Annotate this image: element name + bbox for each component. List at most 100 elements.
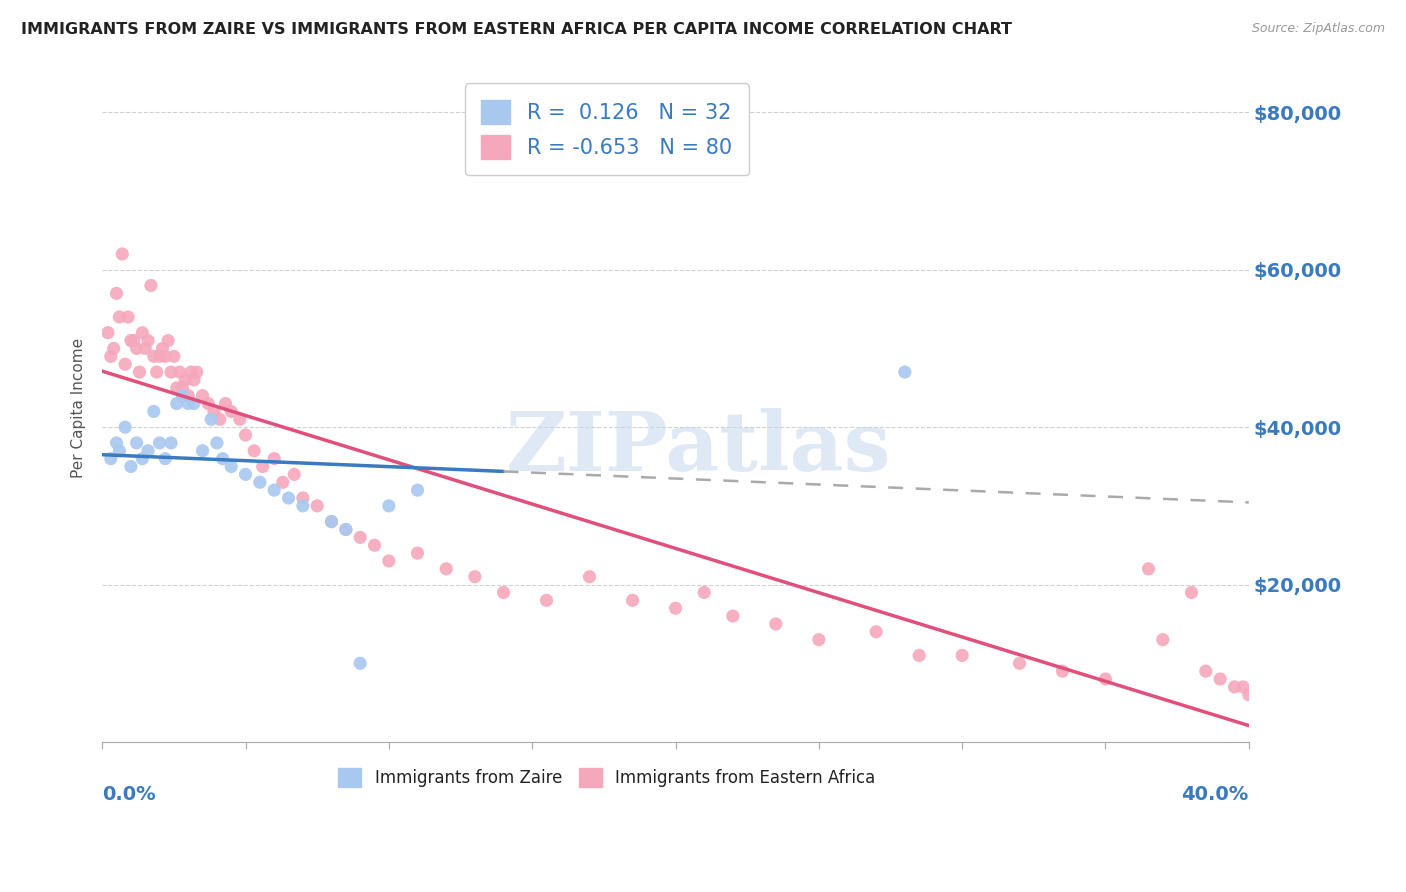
Point: [114, 357, 136, 371]
Point: [621, 593, 644, 607]
Point: [125, 342, 148, 356]
Point: [363, 538, 385, 552]
Point: [349, 530, 371, 544]
Point: [406, 546, 429, 560]
Point: [1209, 672, 1232, 686]
Point: [148, 436, 170, 450]
Point: [166, 396, 188, 410]
Point: [97, 326, 120, 340]
Point: [321, 515, 343, 529]
Point: [180, 365, 202, 379]
Point: [134, 342, 156, 356]
Point: [263, 451, 285, 466]
Text: ZIPatlas: ZIPatlas: [506, 408, 891, 488]
Point: [114, 420, 136, 434]
Text: Source: ZipAtlas.com: Source: ZipAtlas.com: [1251, 22, 1385, 36]
Text: IMMIGRANTS FROM ZAIRE VS IMMIGRANTS FROM EASTERN AFRICA PER CAPITA INCOME CORREL: IMMIGRANTS FROM ZAIRE VS IMMIGRANTS FROM…: [21, 22, 1012, 37]
Point: [157, 334, 180, 348]
Point: [208, 412, 231, 426]
Point: [191, 389, 214, 403]
Point: [205, 436, 228, 450]
Point: [1223, 680, 1246, 694]
Point: [950, 648, 973, 663]
Point: [155, 451, 177, 466]
Point: [183, 396, 205, 410]
Point: [163, 349, 186, 363]
Legend: Immigrants from Zaire, Immigrants from Eastern Africa: Immigrants from Zaire, Immigrants from E…: [332, 761, 882, 794]
Point: [105, 286, 128, 301]
Point: [693, 585, 716, 599]
Point: [434, 562, 457, 576]
Point: [148, 349, 170, 363]
Point: [174, 373, 197, 387]
Point: [136, 443, 159, 458]
Point: [103, 342, 125, 356]
Point: [536, 593, 558, 607]
Point: [105, 436, 128, 450]
Point: [172, 381, 194, 395]
Point: [122, 334, 145, 348]
Point: [183, 373, 205, 387]
Point: [120, 459, 142, 474]
Point: [177, 389, 200, 403]
Point: [865, 624, 887, 639]
Point: [378, 499, 401, 513]
Point: [131, 326, 153, 340]
Point: [111, 247, 134, 261]
Point: [155, 349, 177, 363]
Point: [492, 585, 515, 599]
Point: [108, 443, 131, 458]
Point: [100, 349, 122, 363]
Point: [117, 310, 139, 324]
Point: [197, 396, 219, 410]
Point: [283, 467, 305, 482]
Point: [335, 523, 357, 537]
Point: [166, 381, 188, 395]
Point: [249, 475, 271, 490]
Point: [252, 459, 274, 474]
Point: [721, 609, 744, 624]
Point: [349, 657, 371, 671]
Point: [1267, 704, 1289, 718]
Y-axis label: Per Capita Income: Per Capita Income: [72, 337, 86, 477]
Point: [263, 483, 285, 497]
Point: [145, 365, 167, 379]
Point: [139, 278, 162, 293]
Point: [131, 451, 153, 466]
Point: [406, 483, 429, 497]
Point: [100, 451, 122, 466]
Point: [335, 523, 357, 537]
Point: [235, 467, 257, 482]
Text: 40.0%: 40.0%: [1181, 786, 1249, 805]
Point: [291, 499, 314, 513]
Point: [219, 459, 242, 474]
Point: [464, 570, 486, 584]
Point: [378, 554, 401, 568]
Point: [1251, 696, 1274, 710]
Point: [664, 601, 686, 615]
Point: [1232, 680, 1254, 694]
Point: [291, 491, 314, 505]
Point: [125, 436, 148, 450]
Point: [211, 451, 233, 466]
Point: [578, 570, 600, 584]
Point: [1195, 664, 1218, 678]
Point: [229, 412, 252, 426]
Point: [1137, 562, 1160, 576]
Point: [219, 404, 242, 418]
Point: [765, 616, 787, 631]
Point: [807, 632, 830, 647]
Point: [172, 389, 194, 403]
Point: [1094, 672, 1116, 686]
Point: [1180, 585, 1202, 599]
Point: [1237, 688, 1260, 702]
Point: [1052, 664, 1074, 678]
Point: [136, 334, 159, 348]
Point: [128, 365, 150, 379]
Point: [160, 436, 183, 450]
Point: [202, 404, 225, 418]
Point: [200, 412, 222, 426]
Text: 0.0%: 0.0%: [103, 786, 156, 805]
Point: [177, 396, 200, 410]
Point: [894, 365, 917, 379]
